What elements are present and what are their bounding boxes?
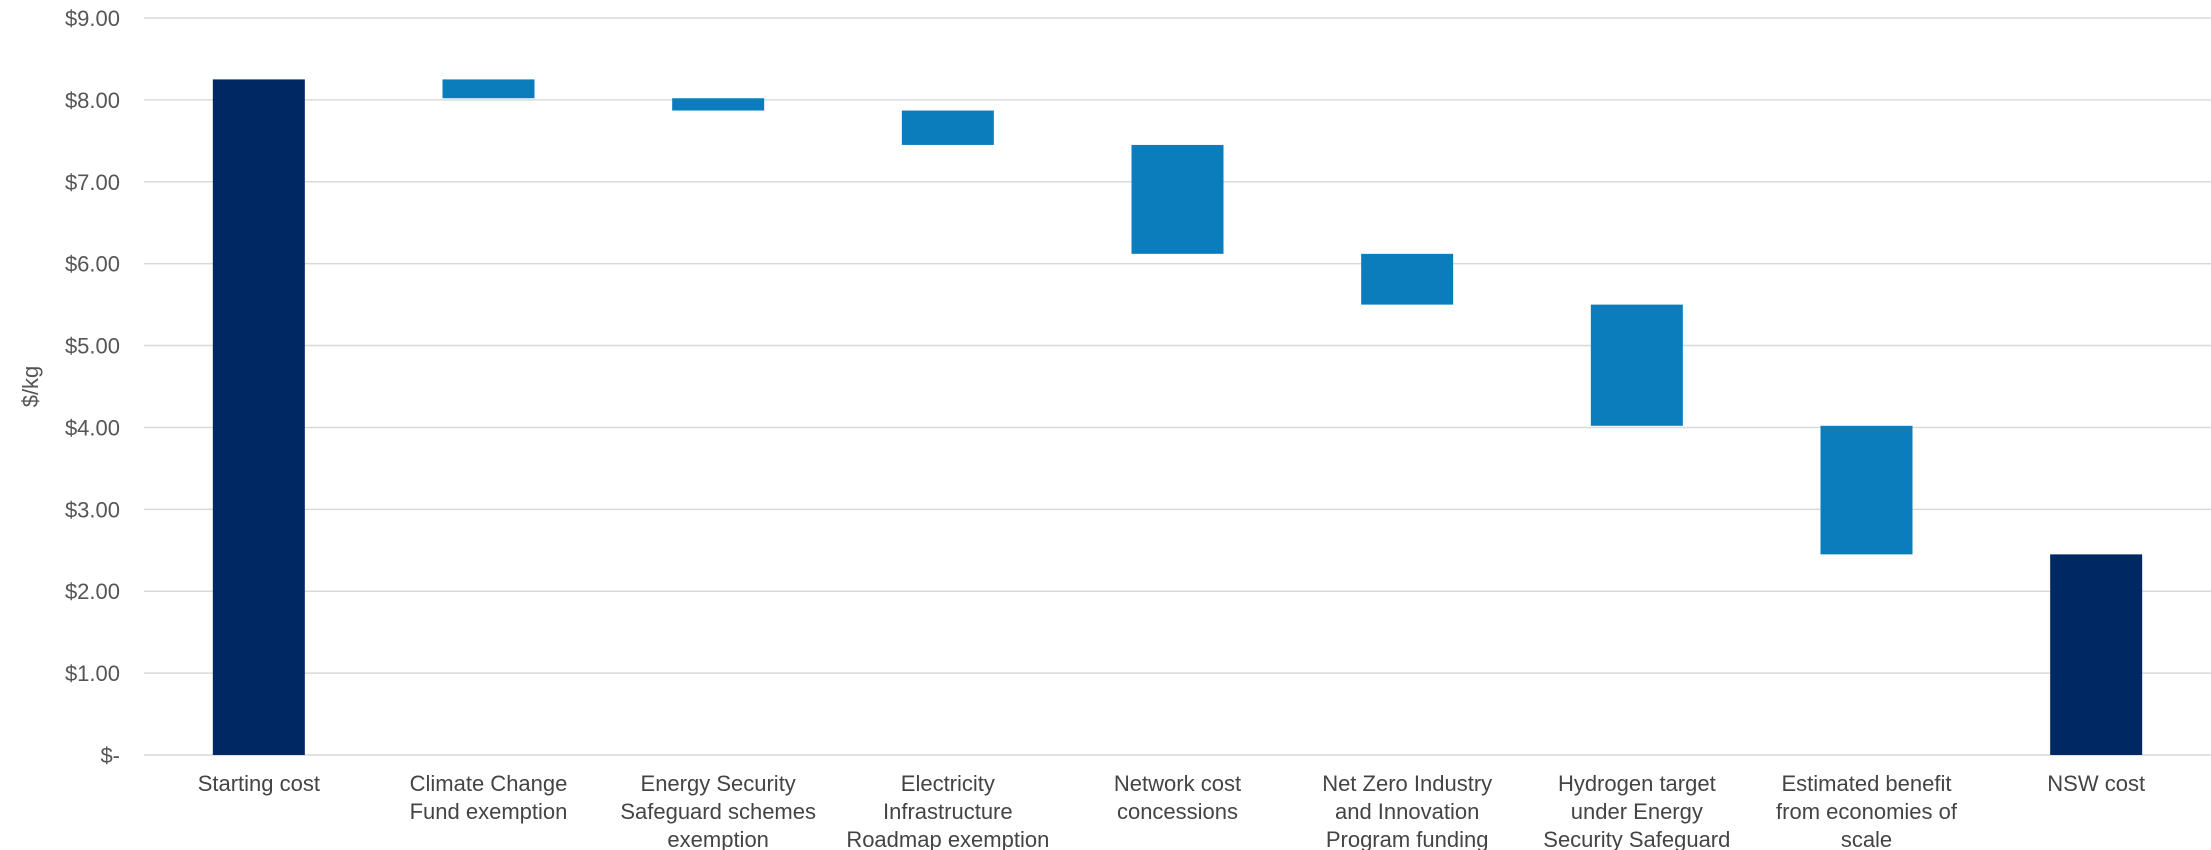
y-tick-label: $7.00 [65,170,120,195]
change-bar [1131,144,1224,254]
x-category-label: NSW cost [2047,771,2145,796]
y-tick-label: $4.00 [65,415,120,440]
y-tick-label: $- [100,743,120,768]
change-bar [1820,425,1913,555]
x-category-label-line: Estimated benefit [1782,771,1952,796]
change-bar [1361,253,1454,305]
y-tick-label: $2.00 [65,579,120,604]
x-category-label-line: Energy Security [641,771,796,796]
x-category-label: Estimated benefit from economies of scale [1776,771,1958,850]
y-tick-label: $3.00 [65,497,120,522]
x-category-label: Climate Change Fund exemption [410,771,568,824]
x-category-label-line: scale [1841,827,1892,850]
y-tick-label: $5.00 [65,334,120,359]
x-category-label: Electricity Infrastructure Roadmap exempti… [846,771,1049,850]
x-category-label-line: exemption [667,827,769,850]
x-category-label-line: Electricity [901,771,995,796]
y-tick-label: $8.00 [65,88,120,113]
x-category-label-line: Safeguard schemes [620,799,816,824]
total-bar [212,79,305,755]
x-category-label-line: concessions [1117,799,1238,824]
x-category-label: Starting cost [198,771,320,796]
y-axis-tick-labels: $- $1.00 $2.00 $3.00 $4.00 $5.00 $6.00 $7.00 $8.… [65,6,120,768]
x-category-label: Energy Security Safeguard schemes exemptio… [620,771,816,850]
x-category-label-line: Network cost [1114,771,1241,796]
total-bar [2050,554,2143,755]
x-category-label-line: Fund exemption [410,799,568,824]
x-category-label-line: Starting cost [198,771,320,796]
x-category-label-line: Security Safeguard [1543,827,1730,850]
y-tick-label: $6.00 [65,252,120,277]
change-bar [901,110,994,145]
y-tick-label: $9.00 [65,6,120,31]
change-bar [672,98,765,111]
y-axis-title: $/kg [18,366,43,408]
change-bar [442,79,535,99]
x-category-label: Network cost concessions [1114,771,1241,824]
x-category-label: Hydrogen target under Energy Security Safe… [1543,771,1730,850]
x-category-label-line: Climate Change [410,771,568,796]
x-category-label-line: from economies of [1776,799,1958,824]
x-category-label-line: Roadmap exemption [846,827,1049,850]
x-category-label-line: and Innovation [1335,799,1479,824]
x-category-label-line: Net Zero Industry [1322,771,1492,796]
x-category-label: Net Zero Industry and Innovation Program f… [1322,771,1492,850]
x-category-label-line: Infrastructure [883,799,1013,824]
y-tick-label: $1.00 [65,661,120,686]
bars [212,79,2143,755]
x-category-label-line: NSW cost [2047,771,2145,796]
change-bar [1590,304,1683,426]
x-category-label-line: Program funding [1326,827,1489,850]
x-axis-category-labels: Starting cost Climate Change Fund exemptio… [198,771,2145,850]
gridlines [144,17,2211,756]
x-category-label-line: Hydrogen target [1558,771,1716,796]
x-category-label-line: under Energy [1571,799,1703,824]
